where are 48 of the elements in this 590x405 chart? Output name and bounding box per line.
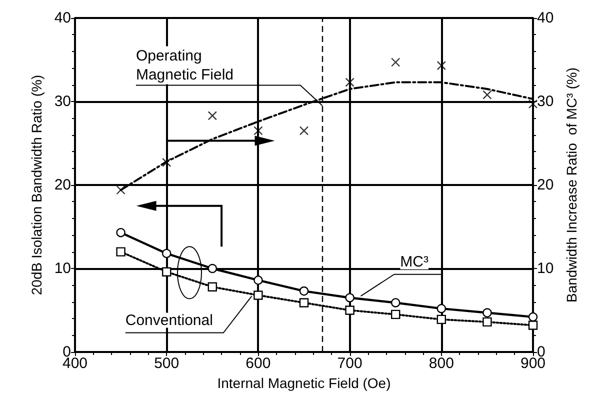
point (299, 286, 309, 296)
x-tick-label: 500 (154, 355, 180, 372)
point (436, 60, 446, 70)
point (254, 290, 263, 300)
y-axis-title: 20dB Isolation Bandwidth Ratio (%) (28, 74, 44, 296)
y2-tick-label: 20 (537, 176, 554, 194)
point (254, 126, 263, 136)
point (162, 267, 172, 276)
y2-axis-title: Bandwidth Increase Ratio of MC³ (%) (564, 68, 580, 302)
point (116, 247, 126, 256)
point (345, 293, 354, 302)
point (482, 308, 492, 318)
point (482, 317, 492, 327)
point (528, 99, 538, 109)
y2-tick-label: 40 (537, 10, 554, 26)
y2-tick-label: 30 (537, 93, 554, 110)
point (208, 111, 217, 120)
point (391, 58, 400, 67)
point (208, 264, 217, 274)
point (299, 298, 309, 308)
x-axis-title: Internal Magnetic Field (Oe) (217, 374, 391, 391)
point (391, 310, 400, 320)
point (436, 314, 446, 324)
x-tick-label: 700 (337, 355, 362, 372)
point (482, 90, 492, 100)
point (391, 298, 400, 308)
series-label: Conventional (125, 312, 213, 329)
y2-tick-label: 10 (537, 260, 554, 277)
point (116, 228, 126, 238)
point (299, 126, 309, 136)
point (528, 320, 538, 330)
point (162, 158, 172, 168)
point (436, 304, 446, 314)
ref-line-label: Operating Magnetic Field (136, 47, 234, 84)
x-tick-label: 800 (428, 355, 454, 372)
series-label: MC³ (400, 253, 429, 270)
y-tick-label: 40 (54, 10, 71, 26)
point (116, 185, 126, 195)
y-tick-label: 30 (54, 93, 71, 110)
point (162, 248, 172, 258)
point (254, 276, 263, 285)
point (528, 312, 538, 322)
x-tick-label: 600 (246, 355, 271, 372)
point (345, 306, 354, 315)
point (208, 282, 217, 292)
y-tick-label: 10 (54, 260, 71, 277)
point (345, 78, 354, 87)
y-tick-label: 20 (54, 176, 71, 194)
